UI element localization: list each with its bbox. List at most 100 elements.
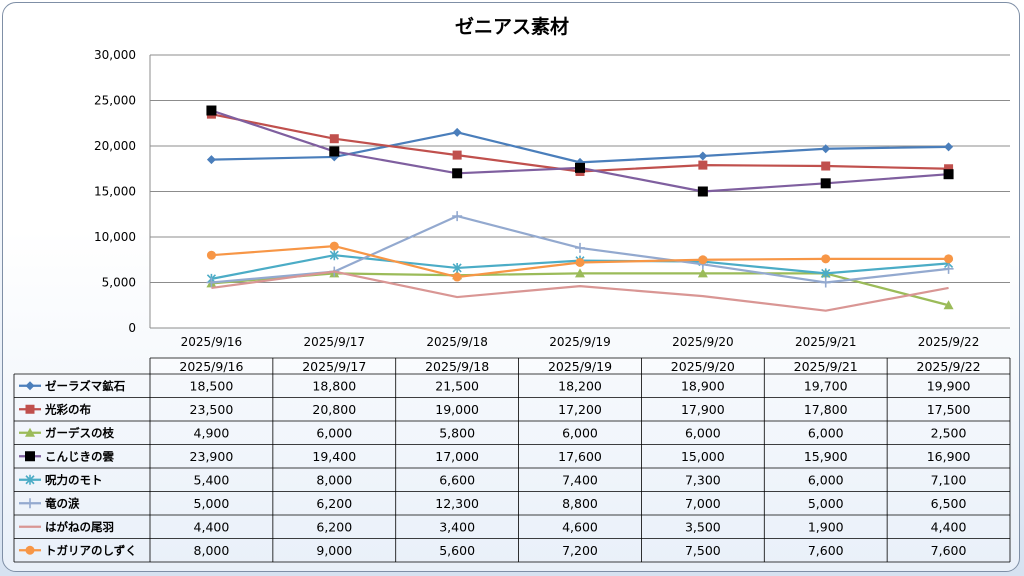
data-point xyxy=(206,277,217,288)
data-point xyxy=(821,254,831,264)
table-value: 6,600 xyxy=(439,472,475,487)
data-point xyxy=(821,161,831,171)
table-header-date: 2025/9/21 xyxy=(794,359,858,374)
data-point xyxy=(329,250,339,261)
data-point xyxy=(25,545,35,555)
legend-label: ゼーラズマ鉱石 xyxy=(45,379,125,393)
data-point xyxy=(575,257,585,267)
legend-label: 呪力のモト xyxy=(45,473,103,487)
table-header-date: 2025/9/22 xyxy=(917,359,981,374)
table-value: 17,600 xyxy=(558,449,602,464)
data-point xyxy=(25,427,35,437)
table-header-date: 2025/9/17 xyxy=(302,359,366,374)
data-point xyxy=(575,242,585,253)
table-value: 4,600 xyxy=(562,519,598,534)
data-point xyxy=(452,150,462,160)
data-point xyxy=(329,146,340,157)
data-point xyxy=(452,272,462,282)
table-header-date: 2025/9/16 xyxy=(179,359,243,374)
data-point xyxy=(944,254,954,264)
data-point xyxy=(329,134,339,144)
table-value: 8,800 xyxy=(562,496,598,511)
data-point xyxy=(206,105,217,116)
table-value: 20,800 xyxy=(312,402,356,417)
data-point xyxy=(943,263,954,274)
series-line xyxy=(211,270,949,312)
data-point xyxy=(820,277,831,288)
data-point xyxy=(820,178,831,189)
table-value: 18,200 xyxy=(558,378,602,393)
data-point xyxy=(944,164,954,174)
table-value: 7,300 xyxy=(685,472,721,487)
table-value: 3,500 xyxy=(685,519,721,534)
table-value: 12,300 xyxy=(435,496,479,511)
table-value: 7,600 xyxy=(931,543,967,558)
x-tick-label: 2025/9/17 xyxy=(304,335,366,349)
table-value: 19,700 xyxy=(804,378,848,393)
data-point xyxy=(575,268,585,278)
table-value: 17,500 xyxy=(927,402,971,417)
x-tick-label: 2025/9/21 xyxy=(795,335,857,349)
table-header-date: 2025/9/20 xyxy=(671,359,735,374)
table-value: 19,400 xyxy=(312,449,356,464)
table-value: 5,400 xyxy=(194,472,230,487)
table-value: 17,800 xyxy=(804,402,848,417)
x-tick-label: 2025/9/22 xyxy=(918,335,980,349)
x-tick-label: 2025/9/19 xyxy=(549,335,611,349)
y-tick-label: 0 xyxy=(128,321,136,335)
table-value: 19,900 xyxy=(927,378,971,393)
data-point xyxy=(575,162,585,173)
table-value: 5,600 xyxy=(439,543,475,558)
data-point xyxy=(821,144,831,154)
data-point xyxy=(697,186,708,197)
table-value: 18,500 xyxy=(190,378,234,393)
table-value: 6,500 xyxy=(931,496,967,511)
data-point xyxy=(697,268,708,278)
table-value: 17,900 xyxy=(681,402,725,417)
y-tick-label: 5,000 xyxy=(102,276,136,290)
table-value: 7,200 xyxy=(562,543,598,558)
table-value: 1,900 xyxy=(808,519,844,534)
legend-label: 光彩の布 xyxy=(44,402,91,416)
table-value: 17,200 xyxy=(558,402,602,417)
y-tick-label: 20,000 xyxy=(94,139,136,153)
data-point xyxy=(698,151,708,161)
x-tick-label: 2025/9/18 xyxy=(426,335,488,349)
y-tick-label: 15,000 xyxy=(94,185,136,199)
legend-label: ガーデスの枝 xyxy=(45,426,114,440)
table-value: 5,800 xyxy=(439,425,475,440)
table-value: 4,400 xyxy=(931,519,967,534)
legend-label: トガリアのしずく xyxy=(45,543,137,557)
table-value: 2,500 xyxy=(931,425,967,440)
table-value: 8,000 xyxy=(194,543,230,558)
legend-label: こんじきの雲 xyxy=(45,449,114,463)
data-point xyxy=(698,160,708,170)
table-value: 4,400 xyxy=(194,519,230,534)
table-value: 19,000 xyxy=(435,402,479,417)
table-value: 5,000 xyxy=(808,496,844,511)
data-point xyxy=(25,404,35,414)
table-value: 3,400 xyxy=(439,519,475,534)
data-point xyxy=(25,498,35,509)
table-value: 23,900 xyxy=(190,449,234,464)
table-value: 23,500 xyxy=(190,402,234,417)
data-point xyxy=(329,241,339,251)
y-tick-label: 25,000 xyxy=(94,94,136,108)
table-value: 5,000 xyxy=(194,496,230,511)
table-value: 6,000 xyxy=(316,425,352,440)
table-header-date: 2025/9/18 xyxy=(425,359,489,374)
table-value: 18,900 xyxy=(681,378,725,393)
legend-label: 竜の涙 xyxy=(45,496,80,510)
table-value: 6,000 xyxy=(562,425,598,440)
data-point xyxy=(452,262,462,273)
table-value: 7,500 xyxy=(685,543,721,558)
table-header-bg xyxy=(150,358,1010,374)
table-value: 15,900 xyxy=(804,449,848,464)
data-point xyxy=(452,168,463,179)
table-value: 7,100 xyxy=(931,472,967,487)
table-value: 6,000 xyxy=(808,472,844,487)
x-tick-label: 2025/9/16 xyxy=(181,335,243,349)
data-point xyxy=(944,142,954,152)
legend-label: はがねの尾羽 xyxy=(45,520,114,534)
